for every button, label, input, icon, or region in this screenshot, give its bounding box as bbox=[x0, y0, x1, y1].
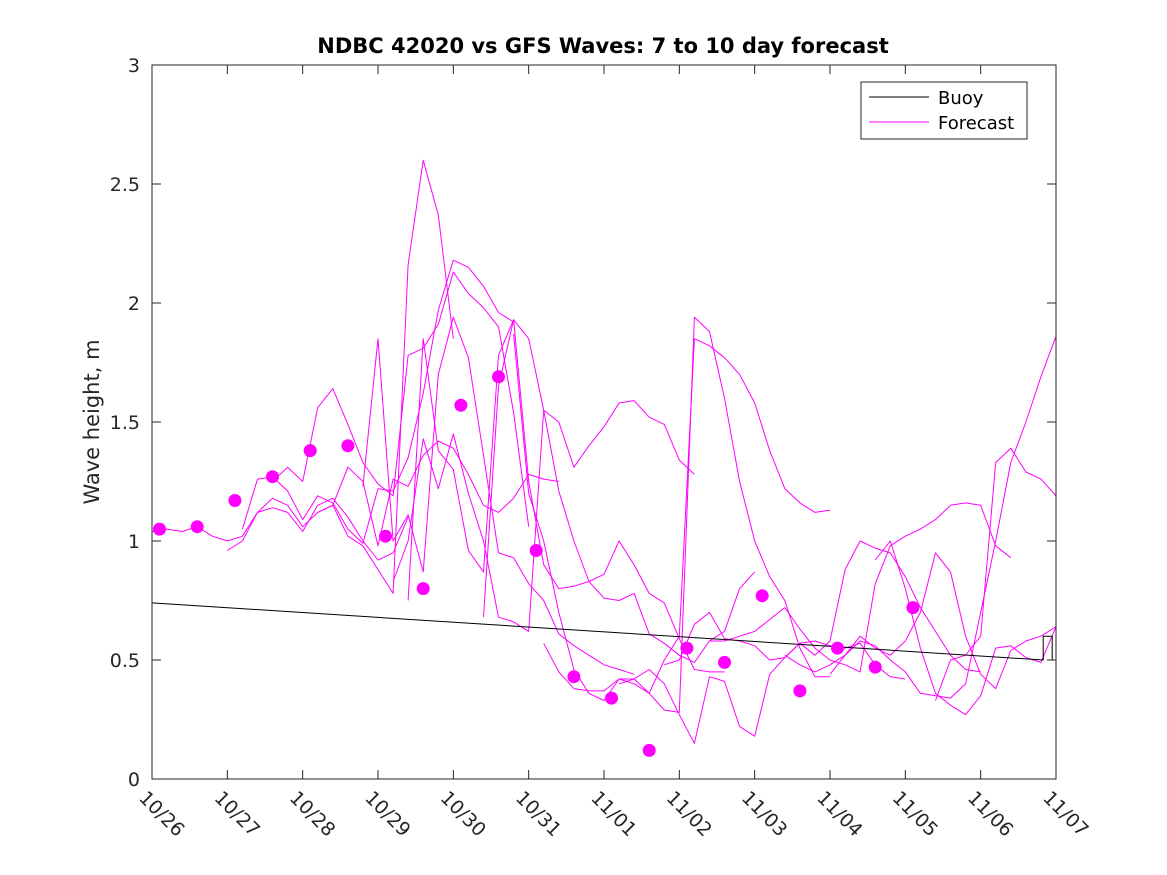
forecast-point-4 bbox=[266, 470, 279, 484]
forecast-point-1 bbox=[153, 522, 166, 536]
forecast-line-6 bbox=[362, 316, 635, 675]
forecast-point-19 bbox=[831, 641, 844, 655]
y-tick-label-6: 3 bbox=[128, 55, 140, 77]
y-axis: 0 0.5 1 1.5 2 2.5 3 bbox=[110, 55, 1056, 791]
axes-background bbox=[152, 65, 1056, 779]
forecast-line-15 bbox=[784, 336, 1056, 699]
forecast-line-3 bbox=[241, 259, 514, 544]
legend-box bbox=[860, 81, 1028, 140]
forecast-point-6 bbox=[341, 439, 355, 453]
y-tick-label-5: 2.5 bbox=[110, 174, 140, 196]
forecast-line-10 bbox=[513, 333, 831, 701]
y-tick-label-1: 0.5 bbox=[110, 650, 140, 672]
forecast-line-5 bbox=[317, 440, 559, 547]
forecast-point-12 bbox=[567, 670, 581, 684]
forecast-point-18 bbox=[793, 684, 807, 698]
forecast-point-11 bbox=[529, 544, 543, 557]
legend-buoy-label: Buoy bbox=[938, 88, 984, 109]
forecast-line-14 bbox=[709, 502, 1012, 673]
forecast-line-2 bbox=[227, 159, 454, 594]
forecast-line-11 bbox=[543, 316, 830, 713]
y-tick-label-3: 1.5 bbox=[110, 412, 140, 434]
forecast-point-10 bbox=[492, 370, 505, 384]
forecast-point-9 bbox=[454, 398, 468, 412]
forecast-point-20 bbox=[868, 660, 882, 674]
forecast-line-18 bbox=[935, 447, 1056, 701]
forecast-point-5 bbox=[303, 444, 317, 458]
forecast-line-4 bbox=[272, 271, 530, 527]
chart-title: NDBC 42020 vs GFS Waves: 7 to 10 day for… bbox=[317, 34, 888, 58]
forecast-point-16 bbox=[718, 655, 731, 669]
forecast-line-13 bbox=[664, 540, 981, 673]
forecast-point-15 bbox=[680, 641, 694, 655]
y-tick-label-4: 2 bbox=[128, 293, 140, 315]
forecast-line-16 bbox=[829, 552, 1056, 690]
forecast-line-8 bbox=[407, 319, 725, 673]
forecast-point-7 bbox=[379, 529, 392, 543]
legend-forecast-label: Forecast bbox=[938, 113, 1014, 134]
forecast-point-2 bbox=[190, 520, 204, 534]
y-tick-label-0: 0 bbox=[128, 769, 140, 791]
plot-area bbox=[152, 65, 1056, 779]
forecast-point-17 bbox=[755, 589, 769, 603]
forecast-point-8 bbox=[416, 582, 430, 596]
forecast-line-17 bbox=[874, 540, 1056, 716]
forecast-line-12 bbox=[618, 640, 906, 744]
forecast-point-14 bbox=[642, 743, 656, 757]
y-tick-label-2: 1 bbox=[128, 531, 140, 553]
forecast-point-3 bbox=[228, 494, 242, 507]
legend: Buoy Forecast bbox=[860, 81, 1028, 140]
forecast-point-13 bbox=[605, 691, 618, 705]
y-axis-label: Wave height, m bbox=[80, 339, 104, 504]
forecast-point-21 bbox=[906, 601, 920, 615]
